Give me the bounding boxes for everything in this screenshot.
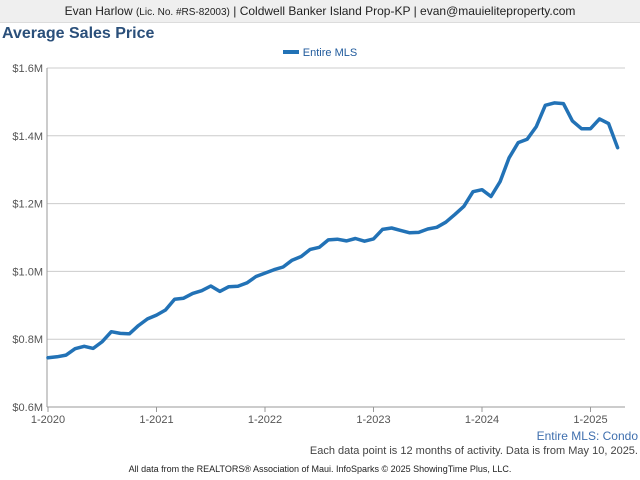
x-tick-label: 1-2023 bbox=[356, 414, 390, 426]
x-tick-label: 1-2021 bbox=[139, 414, 173, 426]
series-line-entire-mls bbox=[46, 101, 620, 360]
separator: | bbox=[413, 4, 417, 18]
x-tick-label: 1-2024 bbox=[465, 414, 499, 426]
agent-email[interactable]: evan@mauieliteproperty.com bbox=[420, 4, 576, 18]
chart-legend[interactable]: Entire MLS bbox=[0, 47, 640, 59]
y-tick-label: $1.6M bbox=[12, 63, 43, 75]
y-tick-label: $0.6M bbox=[12, 402, 43, 414]
legend-swatch bbox=[282, 50, 299, 55]
data-note: Each data point is 12 months of activity… bbox=[309, 445, 638, 457]
license-number: (Lic. No. #RS-82003) bbox=[135, 7, 230, 18]
subset-label: Entire MLS: Condo bbox=[536, 429, 638, 443]
agent-header: Evan Harlow (Lic. No. #RS-82003) | Coldw… bbox=[0, 0, 640, 23]
footer-credit: All data from the REALTORS® Association … bbox=[128, 464, 512, 474]
y-tick-label: $1.4M bbox=[12, 131, 43, 143]
chart-title: Average Sales Price bbox=[2, 25, 155, 42]
y-tick-label: $0.8M bbox=[12, 334, 43, 346]
x-tick-label: 1-2022 bbox=[248, 414, 282, 426]
x-tick-label: 1-2020 bbox=[31, 414, 65, 426]
brokerage-name: Coldwell Banker Island Prop-KP bbox=[239, 4, 411, 18]
separator: | bbox=[233, 4, 237, 18]
line-chart: $0.6M $0.8M $1.0M $1.2M $1.4M $1.6M 1-2020 1-20… bbox=[12, 63, 625, 426]
x-tick-label: 1-2025 bbox=[573, 414, 607, 426]
agent-name: Evan Harlow bbox=[64, 4, 133, 18]
legend-label: Entire MLS bbox=[302, 47, 358, 59]
y-tick-label: $1.2M bbox=[12, 199, 43, 211]
y-tick-label: $1.0M bbox=[12, 266, 43, 278]
